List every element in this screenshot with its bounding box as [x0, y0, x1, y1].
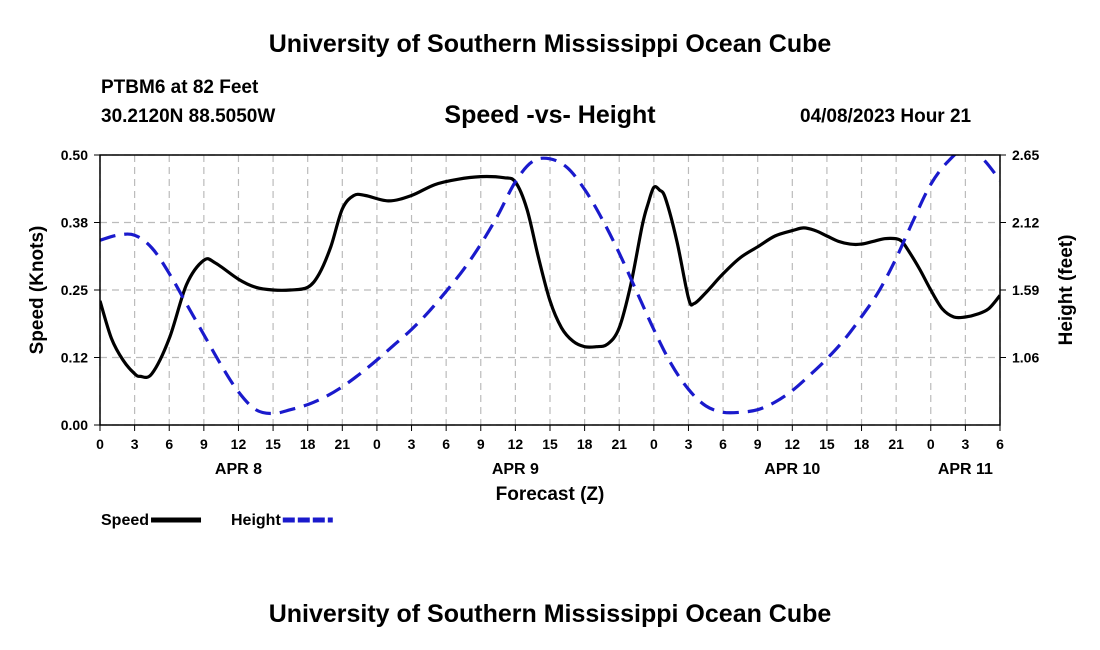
- x-tick-label: 0: [96, 436, 104, 452]
- x-tick-label: 12: [231, 436, 247, 452]
- axes: 0 3 6 9 12 15 18 21 0 3 6 9 12 15 18 21 0 3 6 9 12 15 18 21 0 3 6 0…: [61, 147, 1040, 478]
- y-left-tick-label: 0.00: [61, 417, 88, 433]
- x-tick-label: 6: [442, 436, 450, 452]
- x-tick-label: 3: [408, 436, 416, 452]
- series-line-speed: [100, 174, 1000, 380]
- x-tick-label: 18: [577, 436, 593, 452]
- x-tick-label: 18: [854, 436, 870, 452]
- x-tick-label: 9: [477, 436, 485, 452]
- x-tick-label: 6: [719, 436, 727, 452]
- x-tick-label: 15: [542, 436, 558, 452]
- x-day-label: APR 8: [215, 461, 262, 478]
- x-day-label: APR 9: [492, 461, 539, 478]
- station-coordinates: 30.2120N 88.5050W: [101, 106, 276, 127]
- x-tick-label: 21: [611, 436, 627, 452]
- x-tick-label: 0: [650, 436, 658, 452]
- y-axis-left-label: Speed (Knots): [27, 226, 48, 355]
- x-tick-label: 21: [888, 436, 904, 452]
- x-tick-label: 12: [508, 436, 524, 452]
- x-tick-label: 3: [961, 436, 969, 452]
- x-tick-label: 6: [165, 436, 173, 452]
- y-right-tick-label: 2.65: [1012, 147, 1039, 163]
- forecast-datetime: 04/08/2023 Hour 21: [800, 106, 972, 127]
- x-tick-label: 0: [373, 436, 381, 452]
- legend-label-speed: Speed: [101, 512, 149, 529]
- y-left-tick-label: 0.50: [61, 147, 88, 163]
- chart-title: University of Southern Mississippi Ocean…: [268, 30, 832, 58]
- x-tick-label: 21: [335, 436, 351, 452]
- footer-title: University of Southern Mississippi Ocean…: [268, 600, 832, 628]
- x-tick-label: 15: [265, 436, 281, 452]
- series-lines: [100, 155, 1000, 416]
- y-left-tick-label: 0.25: [61, 282, 88, 298]
- x-day-label: APR 11: [938, 461, 993, 478]
- x-tick-label: 9: [754, 436, 762, 452]
- legend: Speed Height: [101, 512, 333, 529]
- x-tick-label: 3: [685, 436, 693, 452]
- x-tick-label: 9: [200, 436, 208, 452]
- y-left-tick-label: 0.38: [61, 215, 88, 231]
- x-tick-label: 15: [819, 436, 835, 452]
- x-tick-label: 6: [996, 436, 1004, 452]
- x-tick-label: 3: [131, 436, 139, 452]
- y-left-tick-label: 0.12: [61, 350, 88, 366]
- y-axis-right-label: Height (feet): [1056, 235, 1077, 346]
- y-right-tick-label: 1.59: [1012, 282, 1039, 298]
- grid: [99, 154, 1001, 426]
- x-tick-label: 12: [785, 436, 801, 452]
- x-tick-label: 0: [927, 436, 935, 452]
- chart-subtitle: Speed -vs- Height: [444, 101, 656, 129]
- legend-label-height: Height: [231, 512, 281, 529]
- y-right-tick-label: 2.12: [1012, 215, 1039, 231]
- y-right-tick-label: 1.06: [1012, 350, 1039, 366]
- x-axis-label: Forecast (Z): [496, 484, 605, 505]
- station-label: PTBM6 at 82 Feet: [101, 77, 259, 98]
- series-line-height: [100, 155, 1000, 416]
- x-tick-label: 18: [300, 436, 316, 452]
- x-day-label: APR 10: [764, 461, 820, 478]
